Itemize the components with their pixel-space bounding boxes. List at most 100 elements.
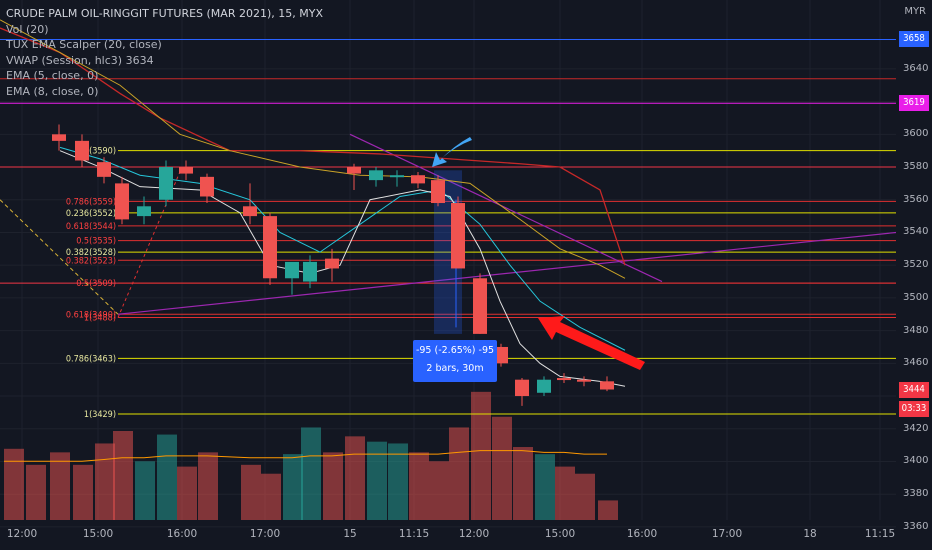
fib-label: 0.5(3535) xyxy=(76,237,116,247)
volume-bar xyxy=(301,427,321,520)
volume-bar xyxy=(429,461,449,520)
candle-body xyxy=(137,206,151,217)
ema-line xyxy=(0,19,626,279)
indicator-tux-ema[interactable]: TUX EMA Scalper (20, close) xyxy=(6,38,162,51)
price-tick: 3500 xyxy=(903,291,929,303)
candle-body xyxy=(557,378,571,381)
price-tick: 3540 xyxy=(903,226,929,238)
time-tick: 17:00 xyxy=(249,528,281,540)
time-tick: 12:00 xyxy=(458,528,490,540)
vwap-line xyxy=(0,27,626,266)
candle-body xyxy=(263,216,277,279)
red-arrow xyxy=(538,316,645,370)
fib-label: 1(3429) xyxy=(84,410,116,420)
symbol-title[interactable]: CRUDE PALM OIL-RINGGIT FUTURES (MAR 2021… xyxy=(6,7,323,20)
time-tick: 17:00 xyxy=(711,528,743,540)
price-tick: 3480 xyxy=(903,324,929,336)
candle-body xyxy=(473,278,487,334)
volume-bar xyxy=(73,464,93,520)
volume-bar xyxy=(157,434,177,520)
price-tick: 3400 xyxy=(903,455,929,467)
candle-body xyxy=(577,379,591,382)
candlesticks[interactable] xyxy=(52,124,614,406)
candle-body xyxy=(431,180,445,204)
price-tick: 3560 xyxy=(903,193,929,205)
indicator-vwap[interactable]: VWAP (Session, hlc3) 3634 xyxy=(6,53,154,67)
price-tick: 3420 xyxy=(903,422,929,434)
price-tick: 3380 xyxy=(903,488,929,500)
candle-body xyxy=(451,203,465,269)
volume-bar xyxy=(323,452,343,520)
candle-body xyxy=(97,162,111,177)
price-tick: 3460 xyxy=(903,357,929,369)
volume-bar xyxy=(535,454,555,520)
candle-body xyxy=(325,258,339,269)
measure-line2: 2 bars, 30m xyxy=(426,363,484,374)
fib-label: 0.618(3544) xyxy=(66,222,116,232)
time-tick: 16:00 xyxy=(166,528,198,540)
measure-line1: -95 (-2.65%) -95 xyxy=(415,345,495,356)
currency-text: MYR xyxy=(904,6,926,17)
volume-bar xyxy=(449,427,469,520)
price-tag: 3444 xyxy=(899,381,929,398)
currency-label: MYR xyxy=(904,6,926,18)
fib-label: 0.382(3523) xyxy=(66,256,116,266)
indicator-ema8[interactable]: EMA (8, close, 0) xyxy=(6,84,99,98)
volume-bar xyxy=(555,466,575,520)
volume-bar xyxy=(513,447,533,520)
volume-bar xyxy=(241,464,261,520)
candle-body xyxy=(243,206,257,217)
volume-bar xyxy=(177,466,197,520)
time-tick: 15:00 xyxy=(82,528,114,540)
volume-bar xyxy=(367,441,387,520)
fib-label: 0.618(3490) xyxy=(66,310,116,320)
candle-body xyxy=(411,175,425,184)
fib-label: 0.236(3552) xyxy=(66,209,116,219)
candle-body xyxy=(200,176,214,197)
volume-bar xyxy=(492,416,512,520)
candle-body xyxy=(515,379,529,397)
fib-label: 0.786(3463) xyxy=(66,354,116,364)
time-tick: 15:00 xyxy=(544,528,576,540)
candle-body xyxy=(369,170,383,181)
volume-bar xyxy=(113,431,133,520)
candle-body xyxy=(285,261,299,279)
candle-body xyxy=(303,261,317,282)
annotation-arrows xyxy=(432,137,645,370)
time-tick: 15 xyxy=(343,528,357,540)
time-tick: 16:00 xyxy=(626,528,658,540)
candle-body xyxy=(600,381,614,390)
volume-bar xyxy=(95,443,115,520)
price-tick: 3360 xyxy=(903,520,929,532)
candle-body xyxy=(494,346,508,364)
time-tick: 11:15 xyxy=(864,528,896,540)
candle-body xyxy=(179,167,193,174)
ema5-line xyxy=(59,150,626,387)
volume-bar xyxy=(283,454,303,520)
time-tick: 12:00 xyxy=(6,528,38,540)
purple-trendline xyxy=(117,231,897,315)
indicator-ema5[interactable]: EMA (5, close, 0) xyxy=(6,69,99,82)
indicator-volume[interactable]: Vol (20) xyxy=(6,22,49,36)
measure-tooltip: -95 (-2.65%) -95 2 bars, 30m xyxy=(413,340,497,382)
volume-bar xyxy=(198,452,218,520)
volume-bar xyxy=(598,500,618,520)
price-tick: 3520 xyxy=(903,259,929,271)
fib-label: 0(3590) xyxy=(84,147,116,157)
volume-bar xyxy=(50,452,70,520)
volume-bar xyxy=(471,391,491,520)
fib-label: 0.382(3528) xyxy=(66,248,116,258)
candle-body xyxy=(159,167,173,200)
candle-body xyxy=(347,167,361,174)
price-tick: 3600 xyxy=(903,128,929,140)
chart-legend: CRUDE PALM OIL-RINGGIT FUTURES (MAR 2021… xyxy=(6,6,323,99)
time-tick: 18 xyxy=(803,528,817,540)
fib-label: 0.5(3509) xyxy=(76,279,116,289)
blue-arrow xyxy=(432,137,472,167)
volume-bar xyxy=(409,452,429,520)
fib-label: 0.786(3559) xyxy=(66,197,116,207)
candle-body xyxy=(75,140,89,161)
price-tick: 3580 xyxy=(903,161,929,173)
volume-bar xyxy=(388,443,408,520)
